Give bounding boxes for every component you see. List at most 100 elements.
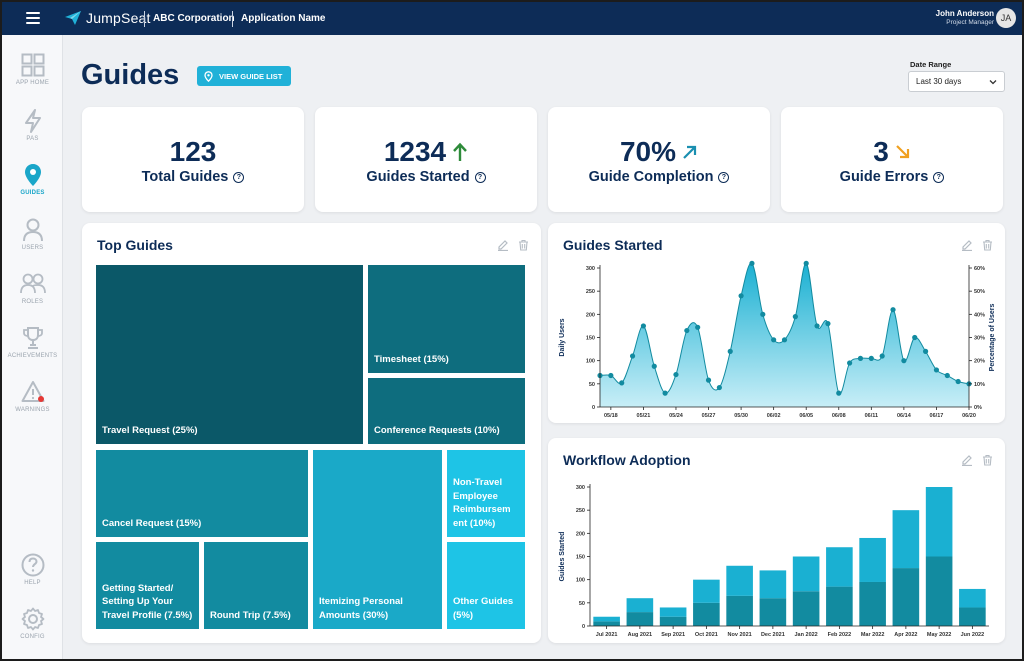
- x-tick-label: 06/14: [897, 413, 912, 419]
- data-point: [901, 358, 907, 364]
- paper-plane-icon: [65, 11, 81, 25]
- bar-segment-lower: [892, 568, 920, 626]
- x-tick-label: 05/24: [669, 413, 684, 419]
- user-role: Project Manager: [946, 19, 994, 26]
- delete-icon[interactable]: [518, 238, 529, 256]
- x-tick-label: 05/18: [604, 413, 618, 419]
- sidebar-item-label: CONFIG: [20, 634, 45, 640]
- bar-segment-upper: [892, 510, 920, 569]
- bar-segment-upper: [959, 588, 986, 608]
- data-point: [608, 372, 614, 379]
- data-point: [922, 348, 929, 354]
- delete-icon[interactable]: [982, 238, 993, 256]
- bar-segment-upper: [859, 537, 886, 582]
- user-info[interactable]: John Anderson Project Manager: [936, 9, 994, 26]
- hamburger-menu-icon[interactable]: [26, 12, 40, 24]
- jumpseat-logo[interactable]: JumpSeat: [64, 10, 151, 26]
- sidebar-item-warnings[interactable]: WARNINGS: [2, 380, 63, 413]
- edit-icon[interactable]: [961, 238, 973, 256]
- treemap-tile-non-travel-reimbursement[interactable]: Non-Travel Employee Reimbursem ent (10%): [447, 450, 525, 537]
- x-tick-label: 05/21: [637, 413, 651, 419]
- date-range-select[interactable]: Last 30 days: [908, 71, 1005, 92]
- y-tick-label: 300: [576, 485, 585, 491]
- x-tick-label: Mar 2022: [861, 632, 885, 638]
- sidebar-item-app-home[interactable]: APP HOME: [2, 53, 63, 86]
- tile-label: Timesheet (15%): [374, 354, 449, 366]
- view-guide-list-label: VIEW GUIDE LIST: [219, 71, 283, 81]
- data-point: [705, 377, 712, 383]
- y2-tick-label: 40%: [974, 312, 985, 318]
- avatar[interactable]: JA: [996, 8, 1016, 28]
- y-axis-label: Guides Started: [559, 532, 566, 582]
- tile-label: Conference Requests (10%): [374, 425, 500, 437]
- date-range-label: Date Range: [910, 60, 952, 69]
- sidebar-item-help[interactable]: HELP: [2, 553, 63, 586]
- tile-label: Other Guides (5%): [453, 596, 514, 622]
- x-tick-label: Apr 2022: [894, 632, 917, 638]
- data-point: [933, 367, 940, 373]
- help-icon[interactable]: ?: [718, 171, 730, 183]
- kpi-value: 1234: [383, 136, 447, 167]
- sidebar-item-achievements[interactable]: ACHIEVEMENTS: [2, 326, 63, 359]
- sidebar-item-users[interactable]: USERS: [2, 218, 63, 251]
- data-point: [662, 390, 668, 396]
- x-tick-label: Nov 2021: [728, 632, 752, 638]
- guides-started-card: Guides Started 0 50 100 150 200 250 300 0% 10% 20…: [548, 223, 1005, 423]
- y-tick-label: 100: [576, 578, 585, 584]
- treemap-tile-travel-request[interactable]: Travel Request (25%): [96, 265, 363, 444]
- data-point: [857, 355, 864, 361]
- bar-segment-lower: [626, 612, 654, 626]
- sidebar-item-pas[interactable]: PAS: [2, 109, 63, 142]
- sidebar-item-config[interactable]: CONFIG: [2, 607, 63, 640]
- data-point: [847, 360, 853, 366]
- sidebar-item-label: WARNINGS: [15, 407, 50, 413]
- data-point: [868, 355, 874, 361]
- sidebar-item-roles[interactable]: ROLES: [2, 272, 63, 305]
- treemap-tile-round-trip[interactable]: Round Trip (7.5%): [204, 542, 308, 629]
- data-point: [836, 390, 842, 396]
- top-bar: JumpSeat ABC Corporation Application Nam…: [2, 2, 1022, 35]
- y-tick-label: 0: [592, 405, 595, 411]
- data-point: [771, 337, 777, 343]
- users-icon: [19, 273, 46, 294]
- data-point: [912, 334, 918, 341]
- help-icon[interactable]: ?: [233, 171, 245, 183]
- y-tick-label: 200: [576, 531, 585, 537]
- tile-label: Cancel Request (15%): [102, 518, 202, 530]
- treemap-tile-cancel-request[interactable]: Cancel Request (15%): [96, 450, 308, 537]
- sidebar: APP HOME PAS GUIDES USERS: [2, 35, 63, 659]
- bar-segment-upper: [826, 547, 853, 587]
- arrow-up-right-icon: [683, 145, 697, 159]
- data-point: [651, 363, 657, 369]
- sidebar-item-label: PAS: [26, 136, 39, 142]
- treemap-tile-other-guides[interactable]: Other Guides (5%): [447, 542, 525, 629]
- data-point: [640, 323, 647, 329]
- edit-icon[interactable]: [961, 453, 973, 471]
- treemap-tile-itemizing-personal-amounts[interactable]: Itemizing Personal Amounts (30%): [313, 450, 442, 629]
- kpi-value: 123: [169, 136, 217, 167]
- sidebar-item-guides[interactable]: GUIDES: [2, 163, 63, 196]
- treemap-tile-timesheet[interactable]: Timesheet (15%): [368, 265, 525, 373]
- edit-icon[interactable]: [497, 238, 509, 256]
- guides-started-chart: 0 50 100 150 200 250 300 0% 10% 20% 30% 40% 50% 60% 05…: [559, 260, 996, 419]
- y-tick-label: 150: [586, 336, 595, 342]
- arrow-down-right-icon: [896, 145, 909, 159]
- y2-tick-label: 50%: [974, 289, 985, 295]
- app-name[interactable]: Application Name: [241, 13, 326, 24]
- treemap-tile-getting-started[interactable]: Getting Started/ Setting Up Your Travel …: [96, 542, 199, 629]
- tile-label: Itemizing Personal Amounts (30%): [319, 596, 403, 622]
- delete-icon[interactable]: [982, 453, 993, 471]
- org-name[interactable]: ABC Corporation: [153, 13, 235, 24]
- view-guide-list-button[interactable]: VIEW GUIDE LIST: [197, 66, 291, 86]
- help-icon[interactable]: ?: [933, 171, 945, 183]
- bar-segment-lower: [959, 607, 986, 626]
- help-icon[interactable]: ?: [474, 171, 486, 183]
- data-point: [749, 260, 755, 266]
- workflow-adoption-card: Workflow Adoption Jul 2021 Aug 2021 Sep 20…: [548, 438, 1005, 643]
- bar-segment-upper: [659, 607, 687, 617]
- treemap-tile-conference-requests[interactable]: Conference Requests (10%): [368, 378, 525, 444]
- date-range-value: Last 30 days: [916, 77, 962, 86]
- data-point: [716, 384, 722, 391]
- y2-tick-label: 0%: [974, 405, 982, 411]
- grid-icon: [21, 53, 44, 77]
